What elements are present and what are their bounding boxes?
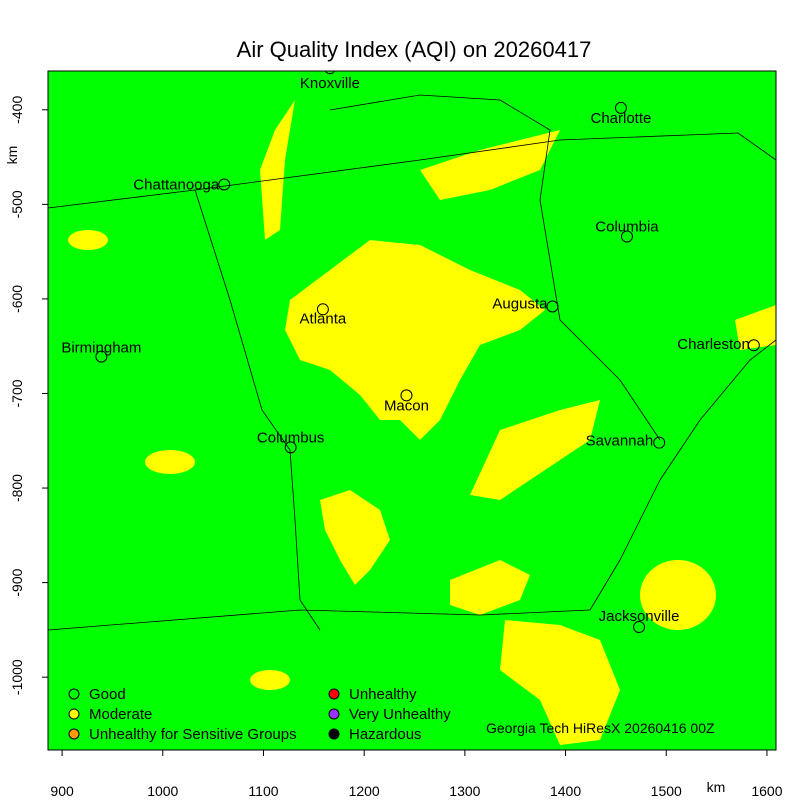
legend-swatch (68, 688, 80, 700)
city-label: Charleston (677, 336, 750, 353)
x-tick-label: 900 (50, 783, 74, 799)
legend-swatch (328, 728, 340, 740)
x-tick-label: 1500 (651, 783, 682, 799)
legend-label: Very Unhealthy (349, 706, 451, 723)
x-tick-label: 1600 (751, 783, 782, 799)
city-marker (316, 303, 329, 316)
city-marker (614, 101, 627, 114)
x-tick-label: 1000 (147, 783, 178, 799)
credit: Georgia Tech HiResX 20260416 00Z (486, 720, 715, 736)
legend-swatch (68, 708, 80, 720)
y-tick-label: -900 (9, 568, 25, 596)
city-label: Atlanta (300, 310, 347, 327)
city-marker (747, 339, 760, 352)
x-axis-label: km (707, 779, 726, 795)
legend-swatch (328, 708, 340, 720)
city-label: Columbus (257, 429, 325, 446)
y-tick-label: -400 (9, 96, 25, 124)
legend-label: Unhealthy (349, 686, 417, 703)
x-tick-label: 1200 (349, 783, 380, 799)
moderate-areas (68, 100, 776, 745)
city-marker (284, 441, 297, 454)
city-label: Augusta (492, 295, 548, 312)
city-label: Jacksonville (599, 608, 680, 625)
legend-label: Moderate (89, 706, 152, 723)
chart-title: Air Quality Index (AQI) on 20260417 (237, 37, 592, 62)
legend-label: Unhealthy for Sensitive Groups (89, 726, 297, 743)
city-marker (653, 436, 666, 449)
x-tick-label: 1300 (449, 783, 480, 799)
city-label: Chattanooga (133, 176, 220, 193)
city-marker (633, 621, 646, 634)
city-marker (324, 71, 336, 75)
y-tick-label: -600 (9, 285, 25, 313)
city-marker (95, 350, 108, 363)
y-tick-label: -800 (9, 474, 25, 502)
y-tick-label: -700 (9, 379, 25, 407)
plot-frame (47, 70, 777, 751)
x-tick-label: 1100 (248, 783, 278, 799)
city-marker (546, 300, 559, 313)
y-tick-label: -500 (9, 190, 25, 218)
city-marker (620, 230, 633, 243)
city-marker (400, 389, 413, 402)
x-tick-label: 1400 (550, 783, 581, 799)
city-label: Columbia (595, 218, 659, 235)
legend-swatch (328, 688, 340, 700)
state-borders (48, 94, 776, 631)
city-label: Savannah (586, 433, 654, 450)
legend-label: Good (89, 686, 126, 703)
city-marker (218, 178, 231, 191)
y-axis-label: km (4, 146, 20, 165)
legend-swatch (68, 728, 80, 740)
city-label: Charlotte (590, 110, 651, 127)
city-label: Birmingham (61, 340, 141, 357)
city-label: Macon (384, 397, 429, 414)
legend-label: Hazardous (349, 726, 422, 743)
cities: Knoxville Charlotte Chattanooga Columbia Aug… (61, 71, 760, 634)
y-tick-label: -1000 (9, 659, 25, 695)
city-label: Knoxville (300, 75, 360, 92)
